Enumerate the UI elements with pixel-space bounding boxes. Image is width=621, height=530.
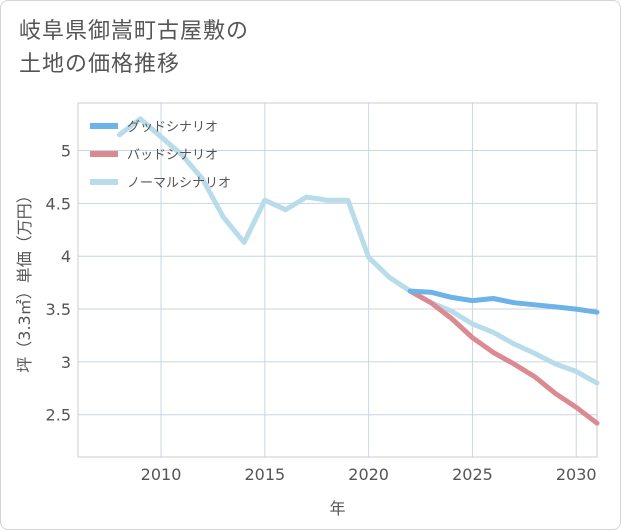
x-tick-labels: 2010 2015 2020 2025 2030 bbox=[141, 465, 597, 484]
x-axis-label: 年 bbox=[329, 499, 345, 518]
y-tick-label: 5 bbox=[61, 142, 71, 161]
x-tick-label: 2025 bbox=[452, 465, 493, 484]
grid-lines bbox=[78, 103, 597, 457]
x-tick-label: 2010 bbox=[141, 465, 182, 484]
y-tick-label: 4.5 bbox=[46, 194, 71, 213]
y-tick-label: 3 bbox=[61, 353, 71, 372]
y-tick-label: 4 bbox=[61, 247, 71, 266]
series-line-3 bbox=[117, 116, 600, 386]
legend-label: グッドシナリオ bbox=[127, 120, 218, 135]
y-tick-labels: 2.5 3 3.5 4 4.5 5 bbox=[46, 142, 71, 425]
y-tick-label: 2.5 bbox=[46, 406, 71, 425]
series-line-2 bbox=[407, 288, 600, 426]
y-tick-label: 3.5 bbox=[46, 300, 71, 319]
chart-title-line1: 岐阜県御嵩町古屋敷の bbox=[19, 19, 250, 44]
x-tick-label: 2015 bbox=[244, 465, 285, 484]
series-line-1 bbox=[407, 288, 600, 315]
y-axis-label: 坪（3.3㎡）単価（万円） bbox=[15, 187, 34, 372]
plot-frame bbox=[77, 102, 598, 458]
legend-label: バッドシナリオ bbox=[127, 148, 218, 163]
x-tick-label: 2020 bbox=[348, 465, 389, 484]
legend-label: ノーマルシナリオ bbox=[127, 176, 231, 191]
series-layer bbox=[117, 116, 600, 426]
x-tick-label: 2030 bbox=[556, 465, 597, 484]
chart-title: 岐阜県御嵩町古屋敷の 土地の価格推移 bbox=[19, 15, 249, 81]
chart-title-line2: 土地の価格推移 bbox=[19, 52, 181, 77]
